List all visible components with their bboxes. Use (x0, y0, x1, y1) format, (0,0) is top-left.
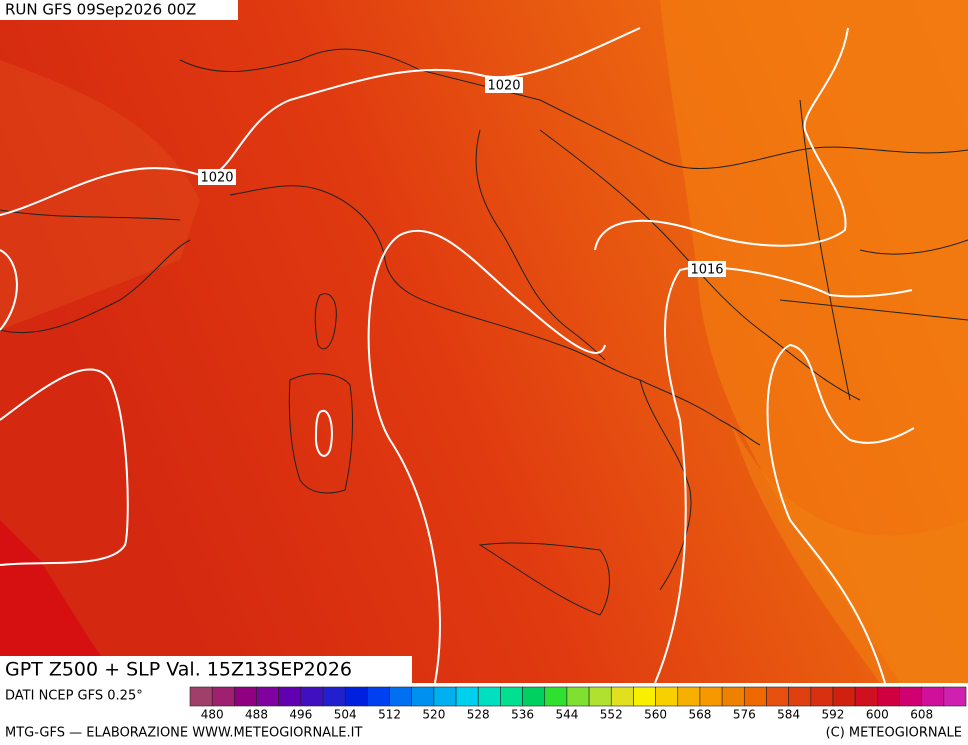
border (0, 209, 191, 334)
source-label: DATI NCEP GFS 0.25° (5, 689, 143, 704)
colorbar-swatch (721, 686, 745, 707)
colorbar-swatch (389, 686, 413, 707)
colorbar-label: 552 (600, 708, 623, 722)
colorbar-swatch (256, 686, 279, 707)
isobar (314, 409, 333, 457)
coastline (229, 185, 761, 446)
field-band (0, 60, 200, 330)
colorbar-swatch (522, 686, 546, 707)
isobar (367, 229, 606, 684)
colorbar-label: 600 (866, 708, 889, 722)
isobar-label: 1020 (200, 171, 233, 186)
colorbar-swatch (655, 686, 679, 707)
sardinia (288, 373, 353, 494)
isobar (766, 343, 915, 684)
sicily (478, 542, 610, 616)
colorbar-swatch (433, 686, 457, 707)
colorbar-label: 480 (201, 708, 224, 722)
colorbar-swatch (788, 686, 812, 707)
run-label: RUN GFS 09Sep2026 00Z (5, 1, 196, 19)
colorbar-label: 584 (777, 708, 800, 722)
isobar (0, 27, 641, 216)
colorbar-swatch (699, 686, 723, 707)
colorbar-label: 568 (688, 708, 711, 722)
colorbar-label: 544 (555, 708, 578, 722)
colorbar-swatch (810, 686, 834, 707)
colorbar-swatch (477, 686, 501, 707)
field-band (0, 520, 120, 683)
coastline (639, 379, 692, 591)
corsica (314, 293, 337, 350)
colorbar-swatch (544, 686, 568, 707)
colorbar-label: 504 (334, 708, 357, 722)
isobar (0, 368, 129, 566)
isobar (594, 27, 849, 251)
colorbar-swatch (278, 686, 302, 707)
isobar-label-box (688, 261, 726, 277)
colorbar-swatch (234, 686, 257, 707)
field-band (730, 420, 968, 683)
isobar-label-box (198, 169, 236, 185)
border (779, 99, 968, 401)
footer-right: (C) METEOGIORNALE (826, 726, 962, 741)
colorbar-swatch (411, 686, 435, 707)
colorbar-label: 488 (245, 708, 268, 722)
colorbar-label: 496 (289, 708, 312, 722)
colorbar-swatch (877, 686, 900, 707)
colorbar-swatch (322, 686, 346, 707)
map-title: GPT Z500 + SLP Val. 15Z13SEP2026 (5, 659, 352, 681)
colorbar-swatch (566, 686, 590, 707)
field-band (660, 0, 968, 683)
isobar-labels: 1020 1020 1016 (198, 77, 726, 278)
isobar-label: 1020 (487, 79, 520, 94)
colorbar-swatch (943, 686, 967, 707)
colorbar-swatch (500, 686, 523, 707)
colorbar-label: 528 (467, 708, 490, 722)
isobar (654, 266, 913, 684)
isobar-label-box (485, 77, 523, 93)
isobar-label: 1016 (690, 263, 723, 278)
colorbar-label: 520 (422, 708, 445, 722)
colorbar-swatch (300, 686, 324, 707)
colorbar-swatch (211, 686, 235, 707)
colorbar-swatch (899, 686, 922, 707)
isobar (0, 249, 18, 331)
colorbar-swatch (677, 686, 701, 707)
colorbar-swatch (344, 686, 368, 707)
colorbar-swatch (921, 686, 945, 707)
colorbar-swatch (854, 686, 878, 707)
run-box (0, 0, 238, 20)
colorbar-swatch (455, 686, 479, 707)
colorbar-swatch (588, 686, 612, 707)
colorbar-label: 608 (910, 708, 933, 722)
coastline (475, 129, 606, 361)
colorbar-swatch (832, 686, 856, 707)
colorbar-label: 576 (733, 708, 756, 722)
title-box (0, 656, 412, 684)
colorbar-swatch (367, 686, 390, 707)
colorbar: 480 488 496 504 512 520 528 536 544 552 560 568 576 5… (189, 686, 967, 722)
colorbar-swatch (633, 686, 656, 707)
colorbar-swatch (610, 686, 634, 707)
colorbar-swatch (743, 686, 767, 707)
colorbar-swatch (189, 686, 213, 707)
colorbar-label: 560 (644, 708, 667, 722)
colorbar-label: 512 (378, 708, 401, 722)
colorbar-swatch (766, 686, 789, 707)
footer-left: MTG-GFS — ELABORAZIONE WWW.METEOGIORNALE… (5, 726, 362, 741)
colorbar-label: 536 (511, 708, 534, 722)
colorbar-label: 592 (822, 708, 845, 722)
